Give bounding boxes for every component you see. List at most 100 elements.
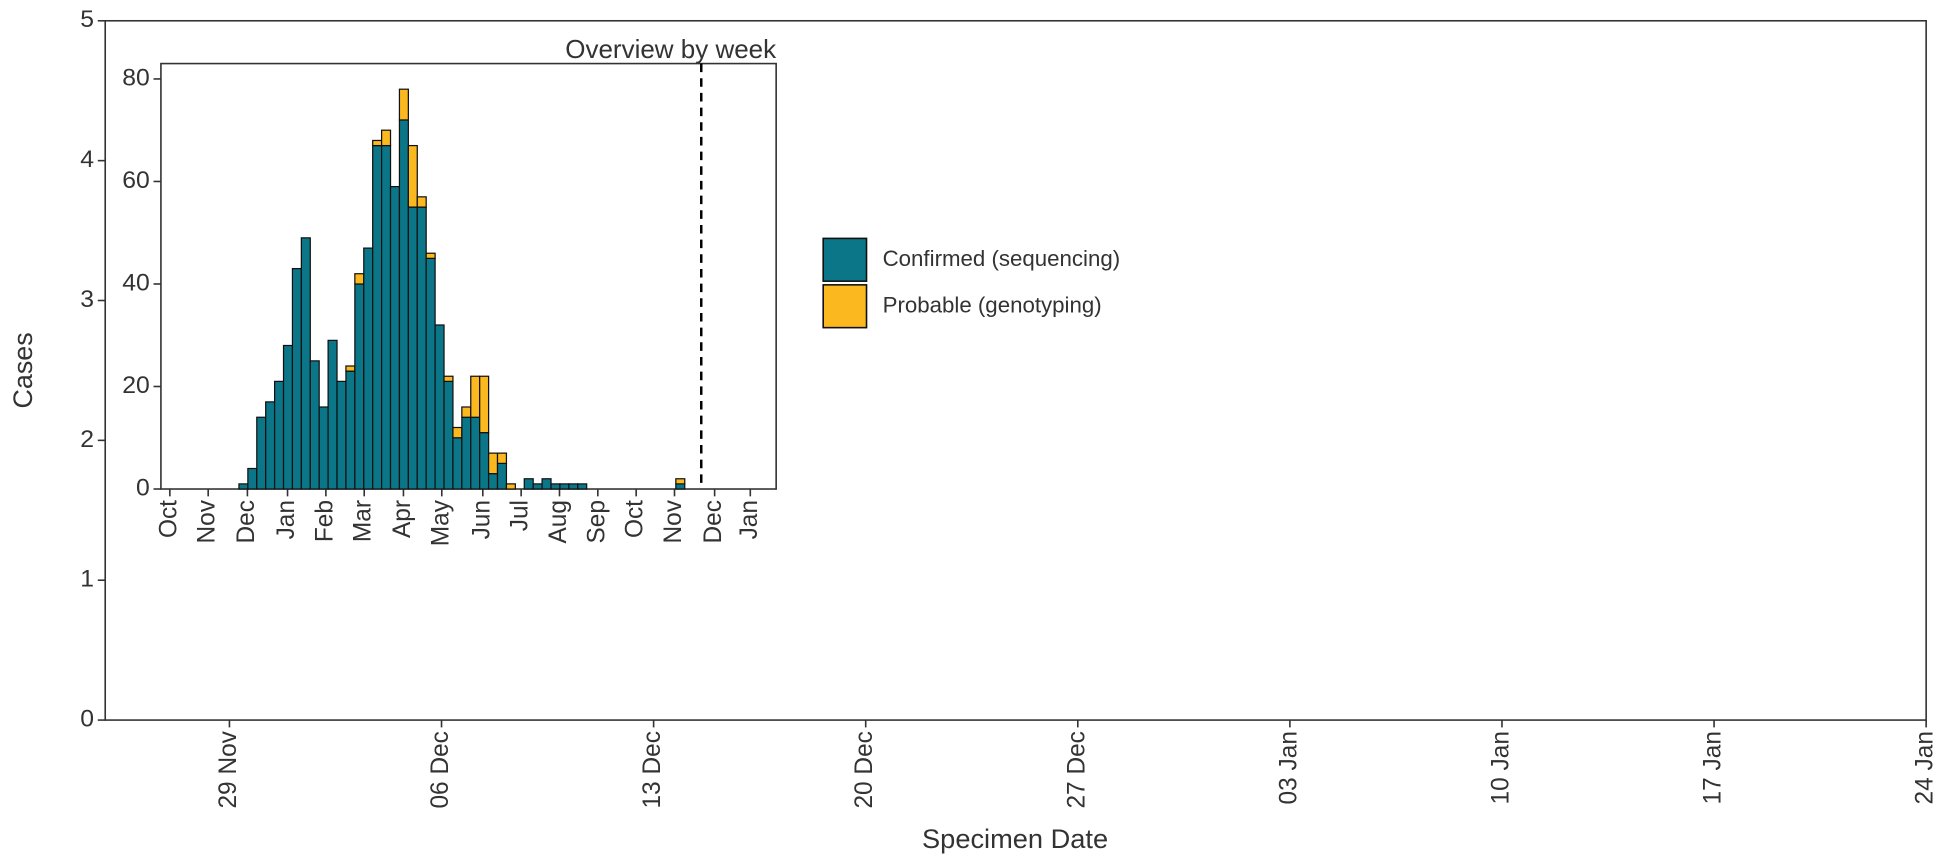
- bar-segment: [479, 375, 490, 434]
- bar-segment: [265, 401, 276, 490]
- bar-segment: [318, 406, 329, 490]
- y-tick-label: 40: [122, 270, 150, 297]
- bar-segment: [380, 144, 392, 490]
- bar-segment: [336, 380, 347, 490]
- bar-segment: [407, 206, 418, 490]
- y-tick-label: 20: [122, 372, 150, 399]
- x-tick-label: Sep: [583, 500, 610, 543]
- x-tick-label: 20 Dec: [851, 731, 878, 808]
- bar-segment: [461, 406, 472, 418]
- y-tick-label: 60: [122, 167, 150, 194]
- legend-swatch: [822, 284, 868, 329]
- bar-segment: [532, 483, 543, 490]
- x-tick-label: Dec: [233, 500, 260, 543]
- bar-segment: [345, 370, 356, 490]
- bar-segment: [496, 452, 508, 464]
- x-tick-label: Jan: [273, 500, 300, 539]
- bar-segment: [273, 380, 285, 490]
- bar-segment: [416, 196, 427, 208]
- bar-segment: [496, 462, 508, 490]
- legend-label: Probable (genotyping): [883, 293, 1102, 318]
- bar-segment: [452, 437, 463, 490]
- bar-segment: [550, 483, 561, 490]
- bar-segment: [434, 324, 445, 490]
- bar-segment: [675, 483, 686, 490]
- bar-segment: [470, 375, 481, 418]
- bar-segment: [452, 426, 463, 439]
- y-tick-label: 1: [80, 566, 94, 593]
- y-tick-label: 2: [80, 426, 94, 453]
- bar-segment: [416, 206, 427, 490]
- bar-segment: [327, 339, 338, 490]
- x-tick-label: Apr: [389, 500, 416, 538]
- y-tick-label: 0: [80, 706, 94, 733]
- inset-title: Overview by week: [565, 36, 776, 64]
- bar-segment: [568, 483, 579, 490]
- x-tick-label: 06 Dec: [427, 731, 454, 808]
- bar-segment: [282, 344, 294, 490]
- y-tick-label: 80: [122, 65, 150, 92]
- x-tick-label: Dec: [700, 500, 727, 543]
- bar-segment: [470, 416, 481, 490]
- bar-segment: [372, 139, 383, 147]
- bar-segment: [300, 237, 311, 490]
- x-tick-label: 03 Jan: [1275, 731, 1302, 804]
- bar-segment: [256, 416, 267, 490]
- x-tick-label: Oct: [622, 500, 649, 538]
- bar-segment: [523, 478, 534, 490]
- x-tick-label: May: [427, 499, 454, 546]
- x-tick-label: Mar: [350, 500, 377, 542]
- bar-segment: [389, 185, 401, 490]
- legend-swatch: [822, 237, 868, 282]
- y-tick-label: 3: [80, 286, 94, 313]
- bar-segment: [398, 88, 409, 121]
- y-tick-label: 0: [136, 475, 150, 502]
- x-tick-label: Oct: [155, 500, 182, 538]
- bar-segment: [407, 144, 418, 208]
- bar-segment: [354, 273, 365, 285]
- bar-segment: [559, 483, 570, 490]
- x-tick-label: Jun: [468, 500, 495, 539]
- x-tick-label: 13 Dec: [639, 731, 666, 808]
- bar-segment: [345, 365, 356, 372]
- bar-segment: [505, 483, 516, 490]
- bar-segment: [487, 473, 499, 490]
- bar-segment: [675, 478, 686, 485]
- x-tick-label: 10 Jan: [1487, 731, 1514, 804]
- bar-segment: [443, 380, 454, 490]
- bar-segment: [479, 432, 490, 490]
- bar-segment: [309, 360, 320, 490]
- bar-segment: [380, 129, 392, 147]
- bar-segment: [291, 267, 302, 490]
- x-axis-title: Specimen Date: [922, 824, 1108, 854]
- x-tick-label: Nov: [194, 499, 221, 543]
- x-tick-label: Aug: [545, 500, 572, 543]
- x-tick-label: Jan: [736, 500, 763, 539]
- bar-segment: [487, 452, 499, 475]
- y-tick-label: 4: [80, 146, 94, 173]
- bar-segment: [425, 252, 436, 259]
- bar-segment: [461, 416, 472, 490]
- bar-segment: [363, 247, 374, 490]
- x-tick-label: 27 Dec: [1063, 731, 1090, 808]
- x-tick-label: Feb: [311, 500, 338, 542]
- bar-segment: [541, 478, 552, 490]
- bar-segment: [443, 375, 454, 382]
- plot-frame: [104, 19, 1927, 721]
- x-tick-label: Jul: [507, 500, 534, 531]
- bar-segment: [238, 483, 249, 490]
- bar-segment: [398, 119, 409, 490]
- y-axis-title: Cases: [8, 332, 38, 408]
- y-tick-label: 5: [80, 6, 94, 33]
- legend-label: Confirmed (sequencing): [883, 246, 1121, 271]
- bar-segment: [425, 257, 436, 490]
- bar-segment: [247, 467, 258, 490]
- x-tick-label: 17 Jan: [1699, 731, 1726, 804]
- bar-segment: [577, 483, 588, 490]
- bar-segment: [354, 283, 365, 490]
- bar-segment: [372, 144, 383, 490]
- x-tick-label: Nov: [660, 499, 687, 543]
- x-tick-label: 29 Nov: [215, 730, 242, 808]
- x-tick-label: 24 Jan: [1912, 731, 1939, 804]
